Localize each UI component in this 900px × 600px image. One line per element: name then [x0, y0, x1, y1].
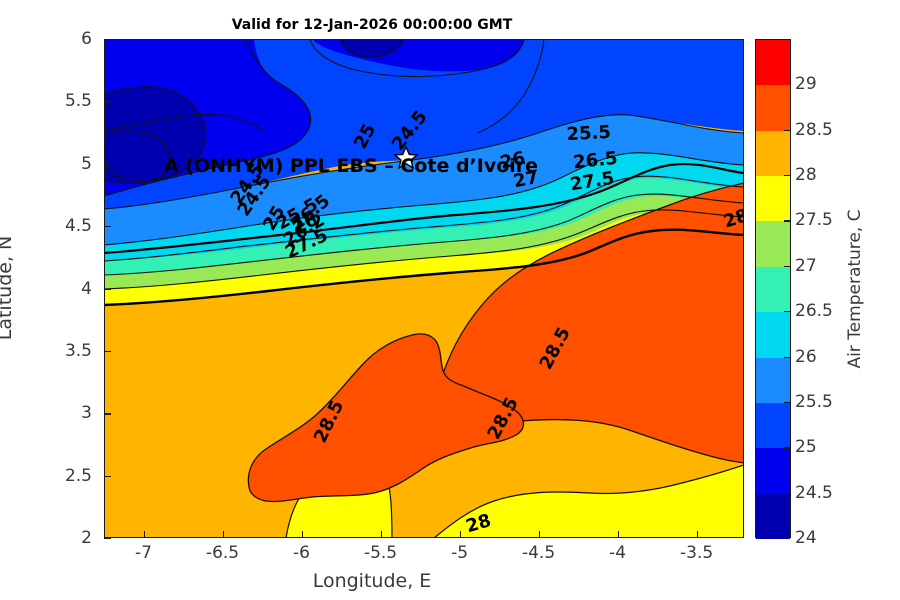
x-tick-label: -6 — [293, 543, 310, 563]
colorbar-tick-label: 25.5 — [795, 391, 833, 412]
y-tick-label: 3.5 — [64, 340, 92, 361]
x-tick-mark — [301, 531, 303, 538]
x-tick-mark — [696, 531, 698, 538]
band-24.0-24.5-cell-c — [340, 39, 404, 58]
colorbar-swatch — [756, 130, 790, 177]
x-tick-mark — [222, 531, 224, 538]
y-tick-label: 3 — [81, 403, 92, 424]
contour-label: 25.5 — [566, 122, 611, 145]
y-axis-label: Latitude, N — [0, 236, 16, 341]
colorbar-tick-mark — [784, 129, 791, 132]
colorbar-tick-label: 25 — [795, 437, 817, 458]
colorbar-tick-mark — [784, 175, 791, 177]
y-tick-mark — [104, 350, 111, 353]
x-tick-mark — [459, 531, 461, 538]
band-26.0-26.5 — [104, 152, 744, 261]
x-tick-label: -6.5 — [205, 543, 240, 563]
band-25.5-26.0 — [104, 114, 744, 246]
band-28.5-29.0-blob — [247, 333, 525, 503]
colorbar-swatch — [756, 176, 790, 222]
band-27.5-28.0-pocket-east — [433, 464, 744, 538]
x-tick-label: -7 — [135, 543, 152, 563]
y-tick-label: 2 — [81, 528, 92, 548]
colorbar-tick-label: 24 — [795, 528, 817, 548]
colorbar-label: Air Temperature, C — [845, 209, 865, 369]
contour-plot-area[interactable]: 24.5 24.5 25 24.5 25 25.5 26 26.5 26.2 27.5 25.5 26… — [104, 39, 744, 538]
colorbar-tick-label: 26.5 — [795, 301, 833, 322]
y-tick-mark — [104, 475, 111, 477]
colorbar-swatch — [756, 493, 790, 539]
x-tick-mark — [538, 531, 540, 538]
y-tick-label: 6 — [81, 29, 92, 49]
y-tick-mark — [104, 39, 111, 41]
colorbar-swatch — [756, 402, 790, 449]
colorbar-swatch — [756, 312, 790, 358]
contour-28-bold — [104, 228, 744, 307]
x-axis-label: Longitude, E — [312, 570, 432, 592]
colorbar-swatch — [756, 357, 790, 403]
site-label: A (ONHYM) PPL EBS – Cote d’Ivoire — [164, 155, 538, 177]
x-tick-label: -5 — [451, 543, 469, 563]
colorbar-swatch — [756, 221, 790, 267]
x-tick-label: -4 — [609, 543, 627, 563]
contour-label: 26.5 — [572, 148, 618, 174]
x-tick-label: -4.5 — [521, 543, 556, 563]
x-tick-mark — [143, 531, 145, 538]
x-tick-mark — [617, 531, 619, 538]
x-tick-mark — [380, 531, 382, 538]
page-title: Valid for 12-Jan-2026 00:00:00 GMT — [231, 17, 513, 33]
band-27.0-27.5 — [104, 196, 744, 289]
x-tick-label: -3.5 — [679, 543, 714, 563]
colorbar-tick-label: 27.5 — [795, 210, 833, 231]
colorbar-tick-mark — [784, 265, 791, 268]
band-26.5-27.0 — [104, 178, 744, 275]
y-tick-label: 4.5 — [64, 216, 92, 237]
colorbar-swatch — [756, 40, 790, 86]
band-24.0-24.5-cell-b — [104, 130, 171, 184]
colorbar-swatch — [756, 266, 790, 313]
colorbar-tick-label: 24.5 — [795, 482, 833, 503]
colorbar-tick-label: 28.5 — [795, 119, 833, 140]
colorbar-swatch — [756, 85, 790, 131]
y-tick-mark — [104, 101, 111, 103]
y-tick-mark — [104, 538, 111, 540]
y-tick-mark — [104, 288, 111, 290]
colorbar-swatch — [756, 448, 790, 494]
colorbar-tick-label: 28 — [795, 165, 817, 186]
y-tick-mark — [104, 163, 111, 166]
x-tick-label: -5.5 — [363, 543, 398, 563]
y-tick-mark — [104, 226, 111, 228]
contour-map: 24.524.525 24.52525.52626.526.227.525.526… — [104, 39, 744, 538]
colorbar-tick-mark — [784, 220, 791, 222]
y-tick-mark — [104, 413, 111, 415]
colorbar-tick-label: 29 — [795, 74, 817, 95]
colorbar-tick-label: 26 — [795, 346, 817, 367]
colorbar-tick-mark — [784, 311, 791, 313]
colorbar[interactable] — [755, 39, 791, 539]
contour-28-bold-north — [104, 163, 744, 255]
colorbar-tick-mark — [784, 401, 791, 404]
y-tick-label: 4 — [81, 278, 92, 299]
colorbar-tick-label: 27 — [795, 255, 817, 276]
star-marker[interactable] — [393, 145, 419, 170]
contour-label: 27 — [512, 167, 541, 192]
y-tick-label: 2.5 — [64, 465, 92, 486]
colorbar-tick-mark — [784, 356, 791, 358]
colorbar-tick-mark — [784, 447, 791, 449]
band-27.5-28.0 — [104, 211, 744, 305]
y-tick-label: 5.5 — [64, 91, 92, 112]
y-tick-label: 5 — [81, 153, 92, 174]
colorbar-tick-mark — [784, 492, 791, 494]
